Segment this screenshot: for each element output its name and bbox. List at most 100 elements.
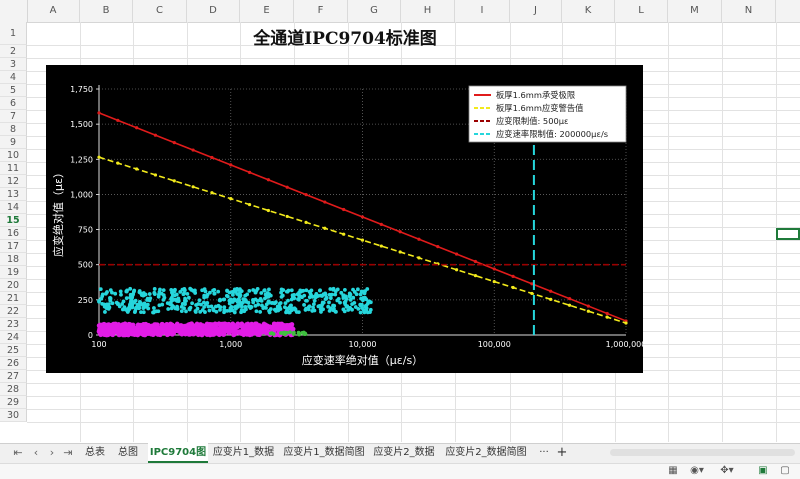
row-header-30[interactable]: 30 bbox=[0, 409, 27, 422]
last-sheet-nav-icon[interactable]: ⇥ bbox=[63, 446, 73, 459]
row-header-7[interactable]: 7 bbox=[0, 110, 27, 123]
scatter-point bbox=[280, 293, 285, 298]
row-header-15[interactable]: 15 bbox=[0, 214, 27, 227]
column-header-L[interactable]: L bbox=[615, 0, 668, 22]
row-header-8[interactable]: 8 bbox=[0, 123, 27, 136]
row-header-10[interactable]: 10 bbox=[0, 149, 27, 162]
scatter-point bbox=[264, 330, 269, 336]
scatter-point bbox=[117, 304, 122, 309]
scatter-point bbox=[168, 330, 174, 336]
column-header-B[interactable]: B bbox=[80, 0, 133, 22]
row-header-5[interactable]: 5 bbox=[0, 84, 27, 97]
row-header-29[interactable]: 29 bbox=[0, 396, 27, 409]
row-header-11[interactable]: 11 bbox=[0, 162, 27, 175]
row-header-23[interactable]: 23 bbox=[0, 318, 27, 331]
row-header-19[interactable]: 19 bbox=[0, 266, 27, 279]
row-header-3[interactable]: 3 bbox=[0, 58, 27, 71]
row-header-14[interactable]: 14 bbox=[0, 201, 27, 214]
add-sheet-button[interactable]: + bbox=[556, 445, 568, 460]
scatter-point bbox=[264, 302, 269, 307]
column-header-J[interactable]: J bbox=[510, 0, 562, 22]
select-all-corner[interactable] bbox=[0, 0, 28, 22]
column-header-M[interactable]: M bbox=[668, 0, 722, 22]
column-header-H[interactable]: H bbox=[401, 0, 455, 22]
scatter-point bbox=[359, 296, 363, 301]
column-header-G[interactable]: G bbox=[348, 0, 401, 22]
row-header-4[interactable]: 4 bbox=[0, 71, 27, 84]
scatter-point bbox=[144, 304, 149, 309]
scatter-point bbox=[323, 297, 328, 302]
scatter-point bbox=[267, 292, 272, 297]
ipc9704-chart[interactable]: 0 250 500 750 1,000 1,250 1,500 1,750 100 1,000 10… bbox=[46, 65, 646, 373]
column-header-N[interactable]: N bbox=[722, 0, 776, 22]
row-header-13[interactable]: 13 bbox=[0, 188, 27, 201]
view-icon[interactable]: ✥▾ bbox=[720, 465, 734, 476]
normal-view-icon[interactable]: ▣ bbox=[758, 465, 768, 476]
sheet-tab[interactable]: 应变片1_数据简图 bbox=[283, 447, 365, 458]
row-header-22[interactable]: 22 bbox=[0, 305, 27, 318]
row-header-9[interactable]: 9 bbox=[0, 136, 27, 149]
eye-icon[interactable]: ◉▾ bbox=[690, 465, 704, 476]
scatter-point bbox=[354, 292, 359, 297]
horizontal-scrollbar[interactable] bbox=[610, 449, 795, 456]
series-marker bbox=[285, 185, 289, 189]
row-header-17[interactable]: 17 bbox=[0, 240, 27, 253]
scatter-point bbox=[275, 307, 279, 312]
column-header-A[interactable]: A bbox=[27, 0, 80, 22]
row-header-26[interactable]: 26 bbox=[0, 357, 27, 370]
row-header-18[interactable]: 18 bbox=[0, 253, 27, 266]
prev-sheet-nav-icon[interactable]: ‹ bbox=[33, 446, 39, 459]
scatter-point bbox=[358, 292, 363, 297]
column-header-I[interactable]: I bbox=[455, 0, 510, 22]
series-marker bbox=[97, 155, 101, 159]
selected-cell[interactable] bbox=[776, 228, 800, 240]
grid-row-line bbox=[27, 396, 800, 397]
scatter-point bbox=[246, 300, 251, 305]
row-header-1[interactable]: 1 bbox=[0, 22, 27, 45]
sheet-tab[interactable]: 应变片2_数据简图 bbox=[445, 447, 527, 458]
scatter-point bbox=[241, 329, 247, 335]
row-header-28[interactable]: 28 bbox=[0, 383, 27, 396]
series-marker bbox=[116, 118, 120, 122]
scatter-point bbox=[312, 298, 317, 303]
scatter-point bbox=[179, 331, 185, 337]
row-header-25[interactable]: 25 bbox=[0, 344, 27, 357]
row-header-24[interactable]: 24 bbox=[0, 331, 27, 344]
page-view-icon[interactable]: ▢ bbox=[780, 465, 790, 476]
row-header-12[interactable]: 12 bbox=[0, 175, 27, 188]
column-header-E[interactable]: E bbox=[240, 0, 294, 22]
sheet-tab[interactable]: 总图 bbox=[118, 447, 138, 458]
series-marker bbox=[323, 200, 327, 204]
sheet-tab[interactable]: 总表 bbox=[85, 447, 105, 458]
scatter-point bbox=[247, 288, 252, 293]
column-header-F[interactable]: F bbox=[294, 0, 348, 22]
sheet-tab[interactable]: IPC9704图 bbox=[148, 443, 208, 463]
row-header-27[interactable]: 27 bbox=[0, 370, 27, 383]
row-header-21[interactable]: 21 bbox=[0, 292, 27, 305]
column-header-K[interactable]: K bbox=[562, 0, 615, 22]
next-sheet-nav-icon[interactable]: › bbox=[49, 446, 55, 459]
row-header-20[interactable]: 20 bbox=[0, 279, 27, 292]
grid-row-line bbox=[27, 383, 800, 384]
scatter-point bbox=[183, 302, 187, 306]
scatter-point bbox=[107, 305, 112, 310]
sheet-tab[interactable]: 应变片2_数据 bbox=[373, 447, 435, 458]
row-header-6[interactable]: 6 bbox=[0, 97, 27, 110]
row-header-2[interactable]: 2 bbox=[0, 45, 27, 58]
series-marker bbox=[567, 297, 572, 301]
scatter-point bbox=[221, 297, 226, 302]
first-sheet-nav-icon[interactable]: ⇤ bbox=[13, 446, 23, 459]
scatter-point bbox=[192, 288, 197, 293]
column-header-C[interactable]: C bbox=[133, 0, 187, 22]
row-header-16[interactable]: 16 bbox=[0, 227, 27, 240]
series-marker bbox=[379, 222, 383, 226]
scatter-point bbox=[363, 295, 367, 300]
scatter-point bbox=[301, 288, 306, 293]
series-marker bbox=[511, 274, 515, 278]
sheet-icon[interactable]: ▦ bbox=[668, 465, 678, 476]
more-tabs-icon[interactable]: ··· bbox=[539, 447, 549, 458]
scatter-point bbox=[182, 286, 187, 291]
column-header-D[interactable]: D bbox=[187, 0, 240, 22]
series-marker bbox=[360, 238, 365, 242]
sheet-tab[interactable]: 应变片1_数据 bbox=[212, 447, 275, 458]
